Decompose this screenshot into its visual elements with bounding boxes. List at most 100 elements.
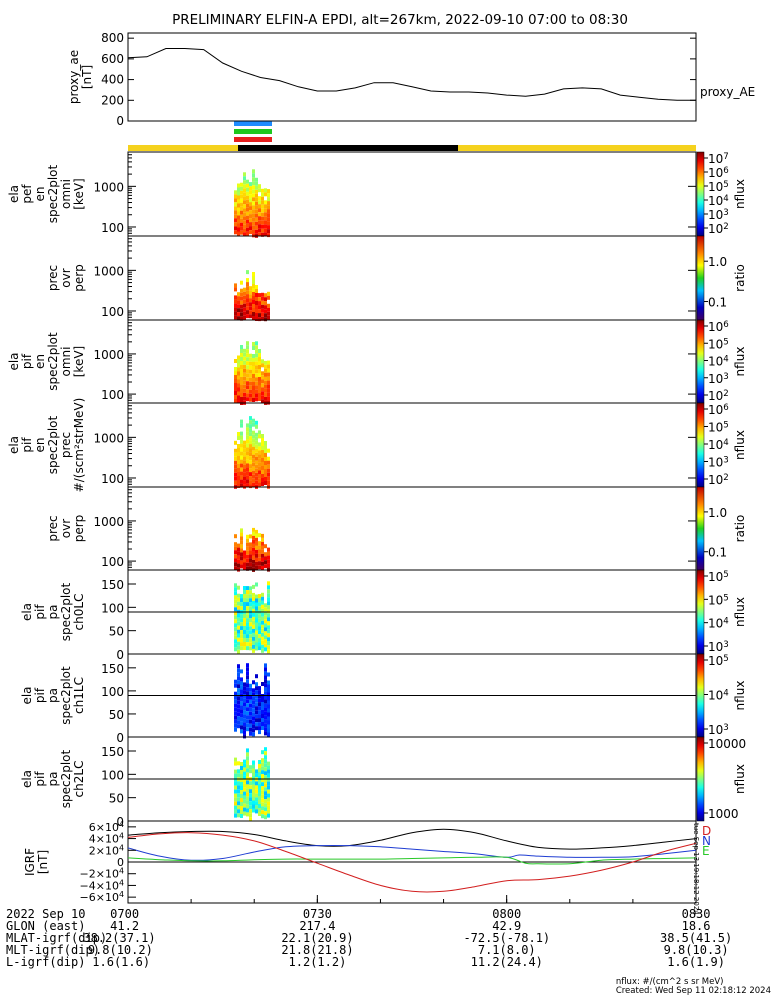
spectrogram-cell xyxy=(249,699,252,704)
spectrogram-cell xyxy=(246,634,249,639)
spectrogram-cell xyxy=(246,369,249,374)
spectrogram-cell xyxy=(267,617,270,622)
colorbar-tick-label: 104 xyxy=(708,438,729,452)
spectrogram-cell xyxy=(240,598,243,603)
spectrogram-cell xyxy=(240,544,243,549)
spectrogram-cell xyxy=(234,379,237,383)
spectrogram-cell xyxy=(234,554,237,559)
spectrogram-cell xyxy=(249,198,252,203)
spectrogram-cell xyxy=(252,596,255,601)
spectrogram-cell xyxy=(237,207,240,212)
spectrogram-cell xyxy=(243,356,246,361)
spectrogram-cell xyxy=(258,686,261,691)
footer-value: 7.1(8.0) xyxy=(477,943,536,957)
spectrogram-cell xyxy=(240,455,243,460)
spectrogram-cell xyxy=(264,216,267,221)
spectrogram-cell xyxy=(243,460,246,465)
spectrogram-cell xyxy=(237,700,240,705)
spectrogram-cell xyxy=(237,761,240,766)
spectrogram-cell xyxy=(237,555,240,560)
spectrogram-cell xyxy=(255,714,258,719)
spectrogram-cell xyxy=(243,686,246,691)
spectrogram-cell xyxy=(264,787,267,792)
spectrogram-cell xyxy=(258,208,261,213)
spectrogram-cell xyxy=(237,367,240,372)
spectrogram-cell xyxy=(249,606,252,611)
spectrogram-cell xyxy=(243,598,246,602)
spectrogram-cell xyxy=(237,191,240,196)
spectrogram-cell xyxy=(243,188,246,193)
spectrogram-cell xyxy=(264,695,267,700)
spectrogram-cell xyxy=(243,630,246,634)
status-bar xyxy=(128,121,696,151)
spectrogram-cell xyxy=(255,341,258,346)
spectrogram-cell xyxy=(249,202,252,207)
spectrogram-cell xyxy=(237,724,240,729)
spectrogram-cell xyxy=(234,472,237,477)
spectrogram-cell xyxy=(264,317,267,322)
spectrogram-cell xyxy=(264,465,267,469)
spectrogram-cell xyxy=(246,467,249,472)
spectrogram-cell xyxy=(237,199,240,204)
spectrogram-cell xyxy=(249,769,252,774)
spectrogram-cell xyxy=(237,720,240,725)
spectrogram-cell xyxy=(267,472,270,477)
spectrogram-cell xyxy=(234,631,237,636)
ylabel-line: en xyxy=(33,354,47,369)
spectrogram-cell xyxy=(264,679,267,684)
spectrogram-cell xyxy=(249,460,252,465)
spectrogram-cell xyxy=(240,606,243,611)
spectrogram-cell xyxy=(255,456,258,461)
spectrogram-cell xyxy=(255,537,258,542)
panel-prec_ovr_perp_pif: 100 1000 prec ovr perp 0.1 1.0 ratio xyxy=(46,486,747,572)
spectrogram-cell xyxy=(243,196,246,201)
spectrogram-cell xyxy=(267,781,270,786)
spectrogram-cell xyxy=(252,181,255,186)
spectrogram-cell xyxy=(240,689,243,694)
spectrogram-cell xyxy=(237,308,240,313)
spectrogram-cell xyxy=(261,624,264,629)
spectrogram-cell xyxy=(249,230,252,235)
spectrogram-cell xyxy=(258,196,261,201)
spectrogram-cell xyxy=(258,804,261,808)
spectrogram-cell xyxy=(246,365,249,370)
spectrogram-cell xyxy=(258,630,261,635)
spectrogram-cell xyxy=(240,814,243,818)
spectrogram-cell xyxy=(249,809,252,814)
spectrogram-cell xyxy=(258,634,261,639)
spectrogram-cell xyxy=(249,484,252,489)
spectrogram-cell xyxy=(261,648,264,653)
spectrogram-cell xyxy=(252,764,255,769)
spectrogram-cell xyxy=(237,300,240,305)
spectrogram-cell xyxy=(264,755,267,760)
spectrogram-cell xyxy=(258,381,261,385)
colorbar-label: nflux xyxy=(733,430,747,460)
spectrogram-cell xyxy=(264,313,267,318)
spectrogram-cell xyxy=(246,534,249,539)
spectrogram-cell xyxy=(246,231,249,236)
spectrogram-cell xyxy=(261,216,264,221)
spectrogram-cell xyxy=(234,789,237,794)
ylabel-line: ela xyxy=(20,686,34,704)
spectrogram-cell xyxy=(255,285,258,289)
spectrogram-cell xyxy=(246,353,249,358)
spectrogram-cell xyxy=(258,188,261,193)
spectrogram-cell xyxy=(234,210,237,215)
ylabel-line: ela xyxy=(20,770,34,788)
spectrogram-cell xyxy=(264,445,267,449)
spectrogram-cell xyxy=(234,757,237,762)
spectrogram-cell xyxy=(246,804,249,809)
ytick-label: 0 xyxy=(116,731,124,745)
spectrogram-cell xyxy=(267,593,270,598)
spectrogram-cell xyxy=(252,362,255,366)
spectrogram-cell xyxy=(258,646,261,651)
spectrogram-cell xyxy=(264,376,267,381)
ylabel-line: spec2plot xyxy=(59,582,73,641)
spectrogram-cell xyxy=(264,747,267,752)
spectrogram-cell xyxy=(267,601,270,606)
spectrogram-cell xyxy=(267,793,270,798)
spectrogram-cell xyxy=(258,796,261,800)
spectrogram-cell xyxy=(252,644,255,649)
spectrogram-cell xyxy=(252,390,255,394)
spectrogram-cell xyxy=(246,606,249,611)
